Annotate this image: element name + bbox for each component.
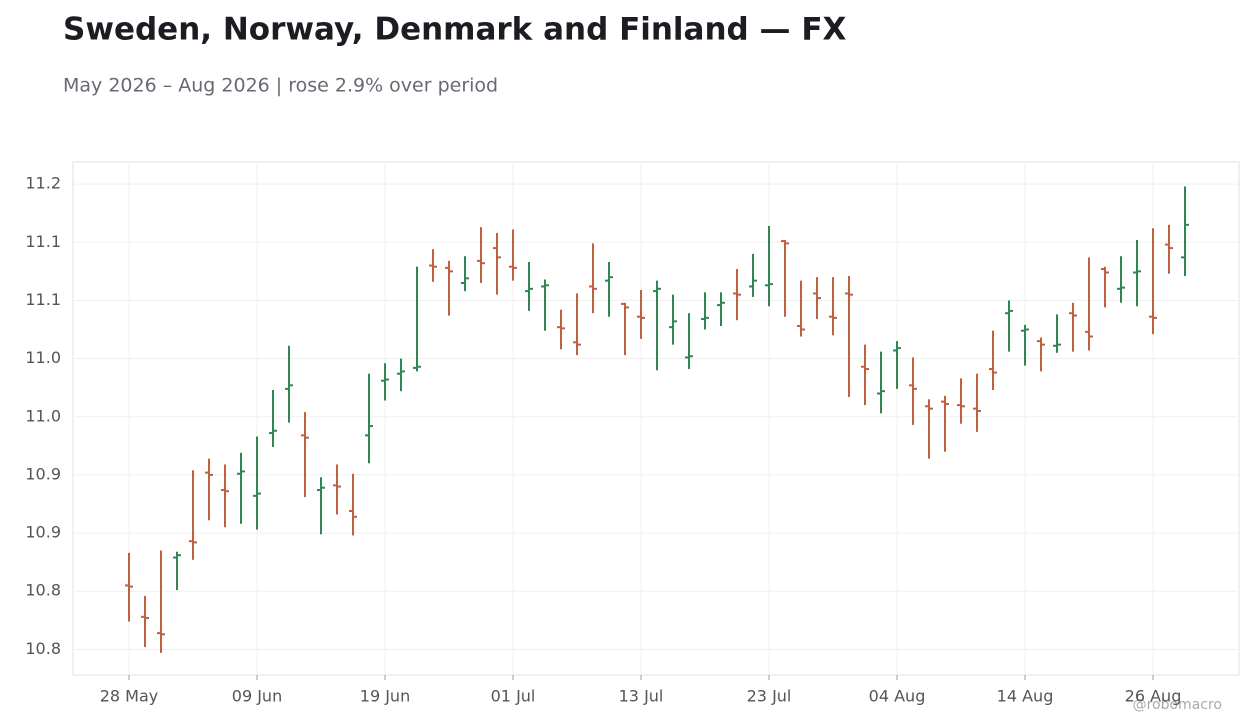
x-tick-label: 09 Jun xyxy=(232,687,282,706)
y-tick-label: 10.8 xyxy=(25,639,61,658)
y-tick-label: 11.1 xyxy=(25,290,61,309)
y-tick-label: 10.8 xyxy=(25,581,61,600)
y-tick-label: 11.1 xyxy=(25,232,61,251)
x-tick-label: 14 Aug xyxy=(997,687,1054,706)
y-tick-label: 10.9 xyxy=(25,523,61,542)
x-tick-label: 28 May xyxy=(100,687,159,706)
y-tick-label: 10.9 xyxy=(25,464,61,483)
x-tick-label: 04 Aug xyxy=(869,687,926,706)
chart-subtitle: May 2026 – Aug 2026 | rose 2.9% over per… xyxy=(63,75,498,97)
y-tick-label: 11.0 xyxy=(25,348,61,367)
x-tick-label: 01 Jul xyxy=(491,687,536,706)
y-tick-label: 11.2 xyxy=(25,174,61,193)
x-tick-label: 23 Jul xyxy=(747,687,792,706)
credit: @robomacro xyxy=(1133,697,1222,713)
x-tick-label: 13 Jul xyxy=(619,687,664,706)
x-tick-label: 19 Jun xyxy=(360,687,410,706)
y-tick-label: 11.0 xyxy=(25,406,61,425)
plot-frame xyxy=(72,161,1240,676)
chart-title: Sweden, Norway, Denmark and Finland — FX xyxy=(63,12,847,48)
x-tick-label: 26 Aug xyxy=(1125,687,1182,706)
